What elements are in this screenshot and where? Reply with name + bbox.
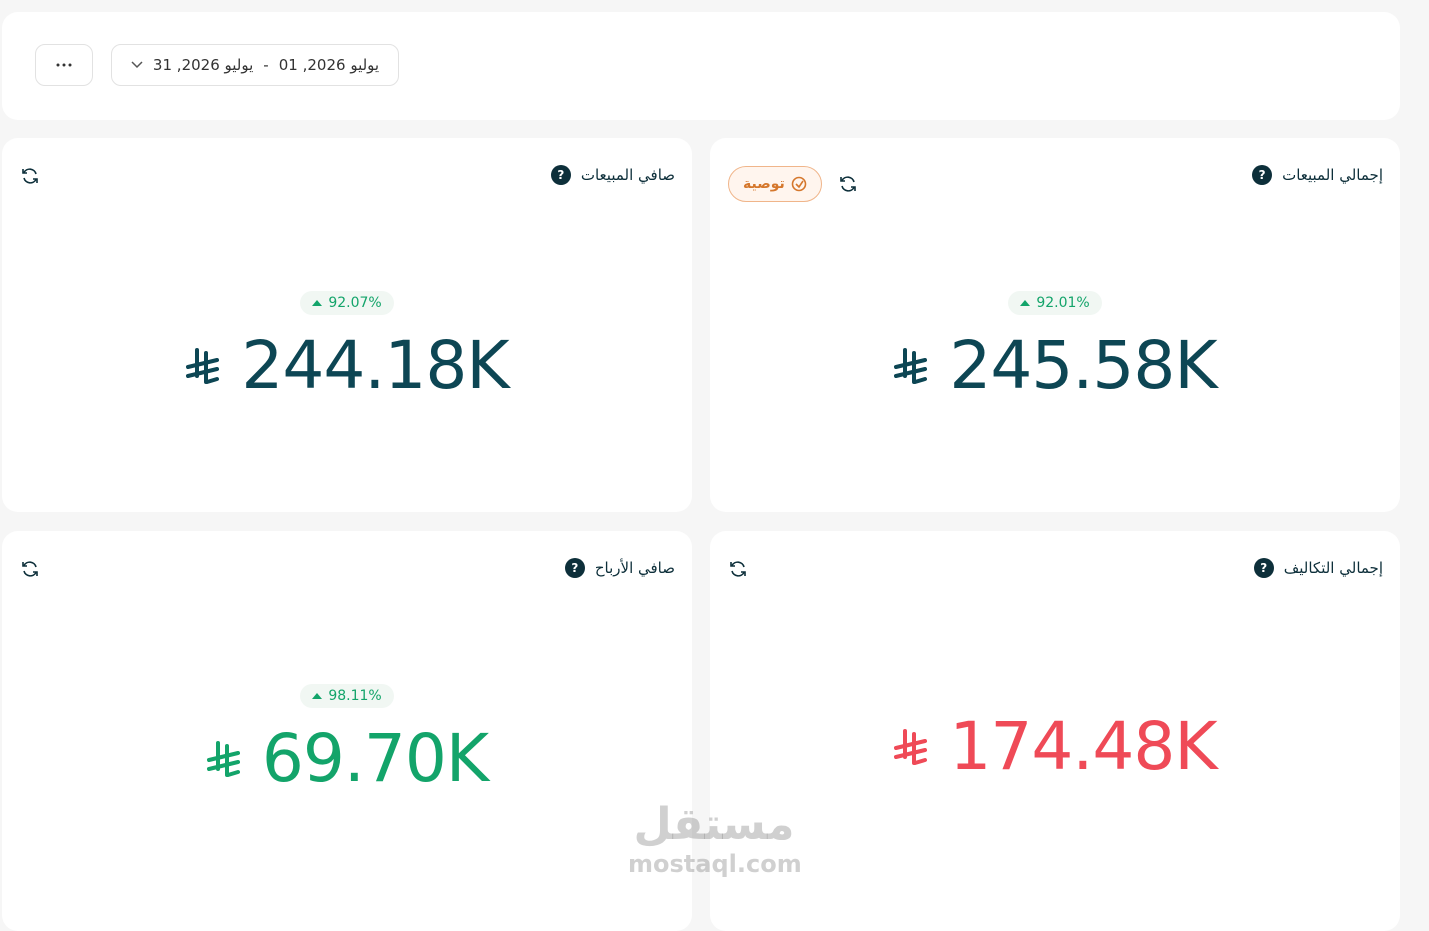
card-title: صافي الأرباح <box>594 559 675 577</box>
currency-icon <box>894 728 928 765</box>
card-body: 92.01% 245.58K <box>710 291 1400 404</box>
up-arrow <box>312 693 323 699</box>
watermark-url: mostaql.com <box>628 850 802 878</box>
kpi-card: صافي الأرباح? 98.11% 69.70K <box>2 531 692 931</box>
badge-label: توصية <box>743 176 785 192</box>
kpi-number: 245.58K <box>949 327 1217 404</box>
date-start: يوليو 2026, 01 <box>278 56 380 74</box>
refresh-button[interactable] <box>728 559 748 579</box>
watermark-logo: مستقل <box>633 799 795 850</box>
kpi-value: 244.18K <box>185 327 510 404</box>
recommendation-badge[interactable]: توصية <box>728 166 822 202</box>
refresh-icon <box>22 561 38 577</box>
chevron <box>131 61 143 69</box>
up-arrow <box>312 300 323 306</box>
kpi-value: 245.58K <box>893 327 1218 404</box>
card-title: صافي المبيعات <box>580 166 675 184</box>
card-header: صافي المبيعات? <box>550 165 675 185</box>
kpi-value: 69.70K <box>206 720 489 797</box>
refresh-icon <box>22 168 38 184</box>
kpi-number: 174.48K <box>949 708 1217 785</box>
help-icon[interactable]: ? <box>1252 165 1273 185</box>
kpi-value: 174.48K <box>893 708 1218 785</box>
help-icon[interactable]: ? <box>564 558 585 578</box>
refresh-icon <box>730 561 746 577</box>
kpi-card: صافي المبيعات? 92.07% 244.18K <box>2 138 692 512</box>
kpi-number: 244.18K <box>241 327 509 404</box>
watermark: مستقل mostaql.com <box>628 799 802 879</box>
change-value: 98.11% <box>328 688 382 704</box>
kpi-card: إجمالي المبيعات? توصية 92.01% 245.58K <box>710 138 1400 512</box>
card-header: صافي الأرباح? <box>564 558 675 578</box>
change-chip: 98.11% <box>300 684 394 708</box>
card-title: إجمالي التكاليف <box>1283 559 1383 577</box>
date-range[interactable]: يوليو 2026, 01 - يوليو 2026, 31 <box>111 44 399 86</box>
up-arrow <box>1020 300 1031 306</box>
card-body: 92.07% 244.18K <box>2 291 692 404</box>
refresh-button[interactable] <box>20 559 40 579</box>
more-button[interactable] <box>35 44 93 86</box>
change-chip: 92.07% <box>300 291 394 315</box>
currency-icon <box>894 347 928 384</box>
date-end: يوليو 2026, 31 <box>152 56 254 74</box>
currency-icon <box>206 740 240 777</box>
help-icon[interactable]: ? <box>550 165 571 185</box>
refresh-button[interactable]: توصية <box>728 166 858 202</box>
page: Dashboard {"toolbar": {"date_start": "يو… <box>2 12 1400 879</box>
card-header: إجمالي التكاليف? <box>1253 558 1383 578</box>
refresh-button[interactable] <box>20 166 40 186</box>
card-body: 98.11% 69.70K <box>2 684 692 797</box>
kpi-card: إجمالي التكاليف? 174.48K <box>710 531 1400 931</box>
date-separator: - <box>263 56 269 74</box>
card-header: إجمالي المبيعات? <box>1252 165 1383 185</box>
card-title: إجمالي المبيعات <box>1282 166 1383 184</box>
change-value: 92.07% <box>328 295 382 311</box>
currency-icon <box>186 347 220 384</box>
body: يوليو 2026, 01 - يوليو 2026, 31 إجمالي ا… <box>2 12 1400 879</box>
toolbar: يوليو 2026, 01 - يوليو 2026, 31 <box>2 12 1400 120</box>
change-chip: 92.01% <box>1008 291 1102 315</box>
badge-icon <box>791 176 807 192</box>
kpi-number: 69.70K <box>261 720 489 797</box>
help-icon[interactable]: ? <box>1253 558 1274 578</box>
more-icon <box>56 63 72 67</box>
refresh-icon <box>839 176 856 192</box>
card-body: 174.48K <box>710 708 1400 785</box>
change-value: 92.01% <box>1036 295 1090 311</box>
